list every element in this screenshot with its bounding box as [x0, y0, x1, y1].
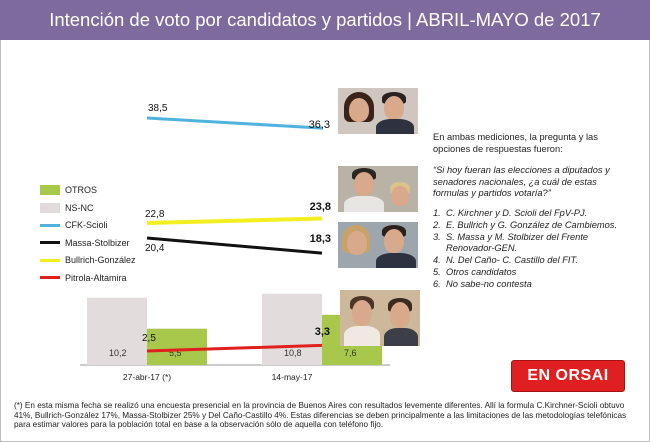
survey-question: “Si hoy fueran las elecciones a diputado… — [433, 165, 610, 198]
legend-label: OTROS — [65, 185, 98, 195]
legend-item: CFK-Scioli — [40, 218, 136, 232]
photo-massa-stolbizer — [338, 222, 418, 268]
legend-item: NS-NC — [40, 201, 136, 215]
legend-swatch — [40, 223, 60, 227]
list-item: 2. E. Bullrich y G. González de Cambiemos… — [433, 219, 618, 230]
bar-ns-nc — [87, 297, 147, 365]
series-line-massa-stolbizer — [146, 236, 323, 255]
list-item: 4. N. Del Caño- C. Castillo del FIT. — [433, 255, 578, 265]
data-label-massa: 20,4 — [145, 243, 165, 254]
legend-label: Pitrola-Altamira — [65, 272, 127, 283]
data-label-ns-nc: 10,8 — [284, 348, 302, 358]
en-orsai-logo[interactable]: EN ORSAI — [511, 360, 625, 392]
data-label-ns-nc: 10,2 — [109, 348, 127, 358]
legend-label: CFK-Scioli — [65, 220, 108, 230]
data-label-massa: 18,3 — [310, 233, 331, 245]
legend-item: Massa-Stolbizer — [40, 236, 136, 250]
bar-ns-nc — [262, 293, 322, 365]
x-tick-label: 14-may-17 — [272, 372, 313, 382]
data-label-pitrola: 3,3 — [315, 326, 330, 338]
legend-item: Bullrich-González — [40, 253, 136, 267]
data-label-otros: 5,5 — [169, 348, 182, 358]
x-tick-label: 27-abr-17 (*) — [123, 372, 171, 382]
legend-label: Bullrich-González — [65, 255, 136, 265]
series-line-cfk-scioli — [146, 116, 323, 130]
photo-delcano-castillo — [340, 290, 420, 346]
data-label-cfk: 38,5 — [148, 103, 168, 114]
series-line-bullrich-gonz-lez — [146, 216, 323, 225]
legend-item: OTROS — [40, 183, 136, 197]
photo-bullrich-gonzalez — [338, 166, 418, 212]
legend-item: Pitrola-Altamira — [40, 271, 136, 285]
legend-swatch — [40, 258, 60, 262]
legend-swatch — [40, 241, 60, 244]
methodology-note: En ambas mediciones, la pregunta y las o… — [433, 132, 633, 291]
data-label-otros: 7,6 — [344, 348, 357, 358]
data-label-pitrola: 2,5 — [142, 333, 156, 344]
legend-label: Massa-Stolbizer — [65, 237, 130, 248]
list-item: 6. No sabe-no contesta — [433, 279, 532, 289]
legend-swatch — [40, 185, 60, 195]
data-label-cfk: 36,3 — [309, 119, 330, 131]
legend-swatch — [40, 202, 60, 213]
title-bar: Intención de voto por candidatos y parti… — [0, 0, 650, 40]
legend-swatch — [40, 276, 60, 279]
photo-kirchner-scioli — [338, 88, 418, 134]
answer-options: 1. C. Kirchner y D. Scioli del FpV-PJ. 2.… — [433, 208, 633, 291]
data-label-bullrich: 22,8 — [145, 209, 165, 220]
question-intro: En ambas mediciones, la pregunta y las o… — [433, 132, 598, 154]
list-item: 1. C. Kirchner y D. Scioli del FpV-PJ. — [433, 207, 588, 218]
list-item: 5. Otros candidatos — [433, 267, 517, 277]
chart-title: Intención de voto por candidatos y parti… — [49, 9, 601, 30]
list-item: 3. S. Massa y M. Stolbizer del Frente Ren… — [433, 231, 589, 254]
bar-otros — [147, 328, 207, 365]
legend-label: NS-NC — [65, 202, 94, 213]
data-label-bullrich: 23,8 — [310, 201, 331, 213]
legend: OTROS NS-NC CFK-Scioli Massa-Stolbizer Bullr… — [40, 183, 136, 288]
footnote: (*) En esta misma fecha se realizó una e… — [14, 401, 627, 430]
series-line-pitrola-altamira — [146, 343, 323, 353]
